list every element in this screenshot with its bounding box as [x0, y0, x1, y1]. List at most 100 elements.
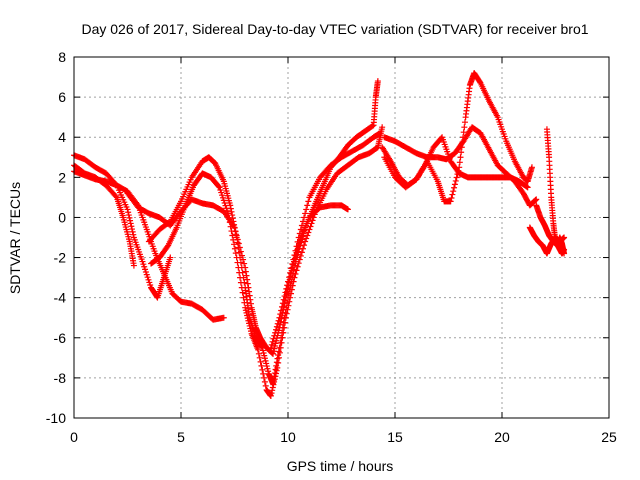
- data-point: [124, 206, 131, 213]
- data-point: [261, 352, 268, 359]
- data-point: [225, 210, 232, 217]
- data-point: [276, 349, 283, 356]
- data-point: [255, 350, 262, 357]
- data-point: [284, 282, 291, 289]
- data-point: [270, 350, 277, 357]
- y-tick-label: -4: [54, 290, 67, 306]
- data-point: [267, 392, 274, 399]
- y-tick-label: -8: [54, 370, 67, 386]
- data-point: [295, 260, 302, 267]
- data-point: [127, 217, 134, 224]
- data-point: [235, 264, 242, 271]
- data-point: [216, 184, 223, 191]
- data-point: [279, 303, 286, 310]
- data-point: [129, 228, 136, 235]
- data-point: [247, 328, 254, 335]
- data-point: [287, 269, 294, 276]
- data-points: [71, 70, 568, 399]
- data-point: [263, 363, 270, 370]
- x-tick-label: 25: [601, 429, 617, 445]
- data-point: [244, 276, 251, 283]
- data-point: [451, 181, 458, 188]
- data-point: [235, 244, 242, 251]
- data-point: [285, 302, 292, 309]
- data-point: [283, 310, 290, 317]
- data-point: [528, 164, 535, 171]
- data-point: [461, 119, 468, 126]
- grid-lines: [74, 57, 609, 418]
- y-tick-label: 2: [58, 169, 66, 185]
- series-track-13: [526, 224, 568, 257]
- data-point: [377, 130, 384, 137]
- data-point: [264, 365, 271, 372]
- data-point: [276, 314, 283, 321]
- data-point: [291, 274, 298, 281]
- data-point: [256, 354, 263, 361]
- data-point: [241, 299, 248, 306]
- data-point: [128, 223, 135, 230]
- data-point: [245, 317, 252, 324]
- data-point: [130, 231, 137, 238]
- data-point: [270, 381, 277, 388]
- data-point: [225, 214, 232, 221]
- data-point: [287, 294, 294, 301]
- data-point: [531, 197, 538, 204]
- data-point: [289, 282, 296, 289]
- data-point: [271, 376, 278, 383]
- data-point: [267, 344, 274, 351]
- data-point: [270, 348, 277, 355]
- data-point: [374, 78, 381, 85]
- data-point: [232, 250, 239, 257]
- data-point: [289, 260, 296, 267]
- data-point: [523, 183, 530, 190]
- data-point: [285, 278, 291, 285]
- data-point: [130, 262, 137, 269]
- data-point: [125, 209, 132, 216]
- series-track-8: [381, 124, 540, 209]
- plot-frame: [73, 56, 610, 419]
- data-point: [273, 326, 280, 333]
- data-point: [294, 238, 301, 245]
- data-point: [369, 122, 376, 129]
- data-point: [304, 232, 311, 239]
- data-point: [273, 359, 280, 366]
- y-tick-label: 6: [58, 89, 66, 105]
- data-point: [297, 252, 304, 259]
- data-point: [306, 226, 313, 233]
- data-point: [244, 315, 251, 322]
- data-point: [271, 332, 278, 339]
- data-point: [147, 282, 154, 289]
- data-point: [298, 222, 305, 229]
- data-point: [142, 268, 149, 275]
- data-point: [307, 223, 314, 230]
- data-point: [454, 171, 461, 178]
- data-point: [456, 164, 463, 171]
- series-track-4: [124, 190, 351, 357]
- data-point: [237, 279, 244, 286]
- data-point: [532, 196, 539, 203]
- data-point: [268, 390, 275, 397]
- data-point: [255, 346, 262, 353]
- data-point: [290, 256, 297, 263]
- data-point: [228, 208, 235, 215]
- data-point: [230, 218, 237, 225]
- data-point: [242, 304, 249, 311]
- data-point: [272, 329, 279, 336]
- data-point: [246, 292, 253, 299]
- x-tick-label: 0: [70, 429, 78, 445]
- data-point: [229, 232, 236, 239]
- data-point: [164, 243, 171, 250]
- y-axis-title: SDTVAR / TECUs: [7, 182, 23, 294]
- data-point: [219, 192, 226, 199]
- data-point: [302, 238, 309, 245]
- data-point: [261, 378, 268, 385]
- data-point: [299, 245, 306, 252]
- data-point: [128, 226, 135, 233]
- data-point: [450, 188, 457, 195]
- series-track-6: [148, 124, 386, 399]
- series-track-7: [267, 130, 384, 351]
- data-point: [269, 387, 276, 394]
- data-point: [227, 223, 234, 230]
- data-point: [274, 320, 281, 327]
